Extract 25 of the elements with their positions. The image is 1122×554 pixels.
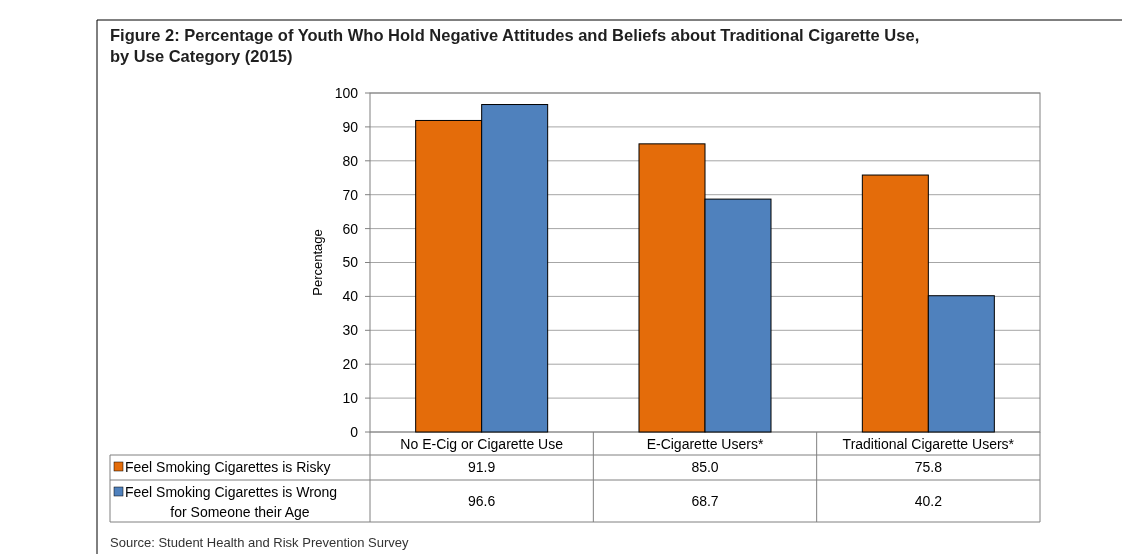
y-tick-label: 60 bbox=[342, 220, 359, 237]
data-label: 68.7 bbox=[691, 492, 719, 509]
y-tick-label: 0 bbox=[350, 423, 359, 440]
y-tick-label: 100 bbox=[334, 84, 359, 101]
data-label: 40.2 bbox=[914, 492, 943, 509]
y-tick-label: 20 bbox=[342, 356, 359, 373]
y-tick-label: 30 bbox=[342, 322, 359, 339]
y-tick-label: 50 bbox=[342, 254, 359, 271]
x-tick-label: No E-Cig or Cigarette Use bbox=[400, 435, 564, 452]
legend-label: Feel Smoking Cigarettes is Risky bbox=[125, 458, 331, 475]
source-note: Source: Student Health and Risk Prevention Survey bbox=[110, 535, 409, 550]
chart-title: Figure 2: Percentage of Youth Who Hold Negative Attitudes and Beliefs about Traditional Cigarette Use, by Use Category (2015) bbox=[110, 26, 920, 65]
x-tick-label: E-Cigarette Users* bbox=[646, 435, 764, 452]
data-label: 85.0 bbox=[691, 459, 719, 476]
data-label: 96.6 bbox=[468, 492, 496, 509]
data-label: 91.9 bbox=[468, 459, 496, 476]
y-tick-label: 70 bbox=[342, 186, 359, 203]
y-tick-label: 40 bbox=[342, 288, 359, 305]
y-tick-label: 80 bbox=[342, 152, 359, 169]
y-axis-title: Percentage bbox=[310, 229, 325, 296]
data-label: 75.8 bbox=[914, 459, 943, 476]
y-tick-label: 10 bbox=[342, 390, 359, 406]
y-tick-label: 90 bbox=[342, 118, 359, 135]
x-tick-label: Traditional Cigarette Users* bbox=[842, 435, 1015, 452]
legend-label: Feel Smoking Cigarettes is Wrong for Someone their Age bbox=[125, 483, 338, 520]
